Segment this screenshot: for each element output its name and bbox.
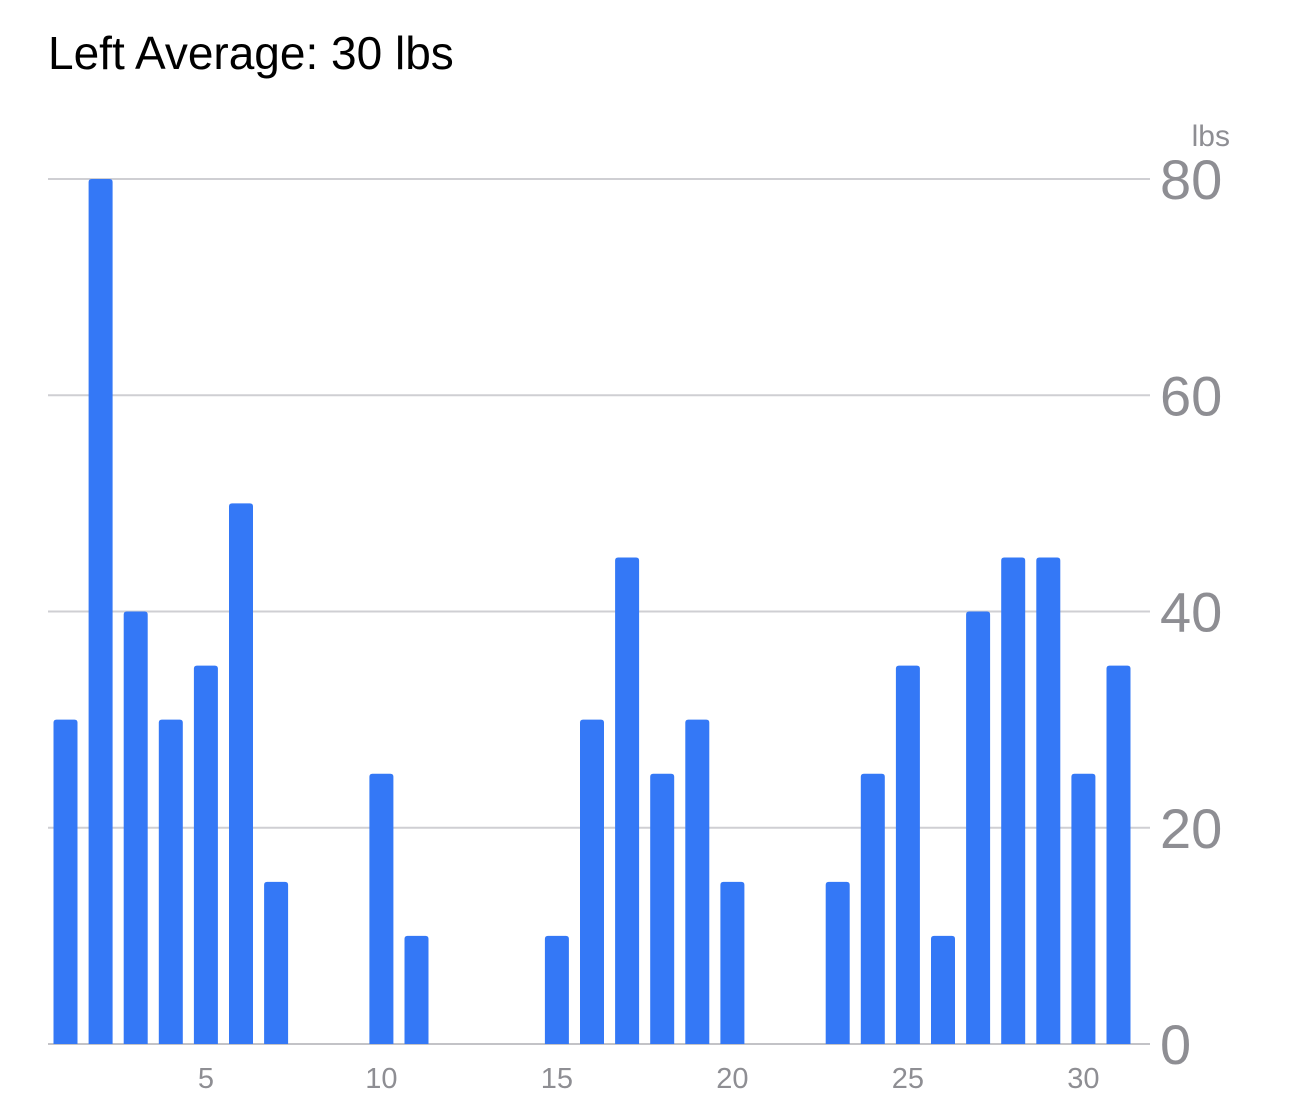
y-tick-label: 60: [1160, 364, 1222, 427]
bar: [1036, 557, 1061, 1044]
bar: [615, 557, 640, 1044]
bar: [123, 611, 148, 1044]
bar: [1001, 557, 1026, 1044]
x-tick-label: 25: [892, 1063, 924, 1095]
x-tick-label: 5: [198, 1063, 214, 1095]
bar: [580, 719, 604, 1044]
bar: [544, 935, 569, 1044]
y-tick-label: 80: [1160, 148, 1222, 211]
bar: [825, 881, 850, 1044]
bar: [966, 611, 991, 1044]
bar: [158, 719, 183, 1044]
bar: [264, 881, 289, 1044]
bar: [88, 179, 113, 1044]
bar: [53, 719, 78, 1044]
bars: [53, 179, 1131, 1044]
bar: [860, 773, 885, 1044]
x-tick-label: 20: [716, 1063, 748, 1095]
bar: [685, 719, 710, 1044]
y-tick-label: 20: [1160, 797, 1222, 860]
bar: [931, 935, 955, 1044]
bar: [1071, 773, 1096, 1044]
bar: [720, 881, 745, 1044]
bar: [1106, 665, 1131, 1044]
y-axis-ticks: lbs 0 20 40 60 80: [1160, 120, 1230, 1076]
bar: [229, 503, 253, 1044]
chart-title: Left Average: 30 lbs: [48, 27, 454, 79]
bar: [404, 935, 429, 1044]
bar: [369, 773, 394, 1044]
bar: [193, 665, 218, 1044]
x-tick-label: 30: [1067, 1063, 1099, 1095]
x-axis-ticks: 5 10 15 20 25 30: [198, 1063, 1100, 1095]
x-tick-label: 10: [365, 1063, 397, 1095]
y-tick-label: 0: [1160, 1013, 1191, 1076]
y-tick-label: 40: [1160, 581, 1222, 644]
x-tick-label: 15: [541, 1063, 573, 1095]
bar: [650, 773, 675, 1044]
y-axis-unit-label: lbs: [1192, 120, 1230, 153]
bar: [895, 665, 920, 1044]
